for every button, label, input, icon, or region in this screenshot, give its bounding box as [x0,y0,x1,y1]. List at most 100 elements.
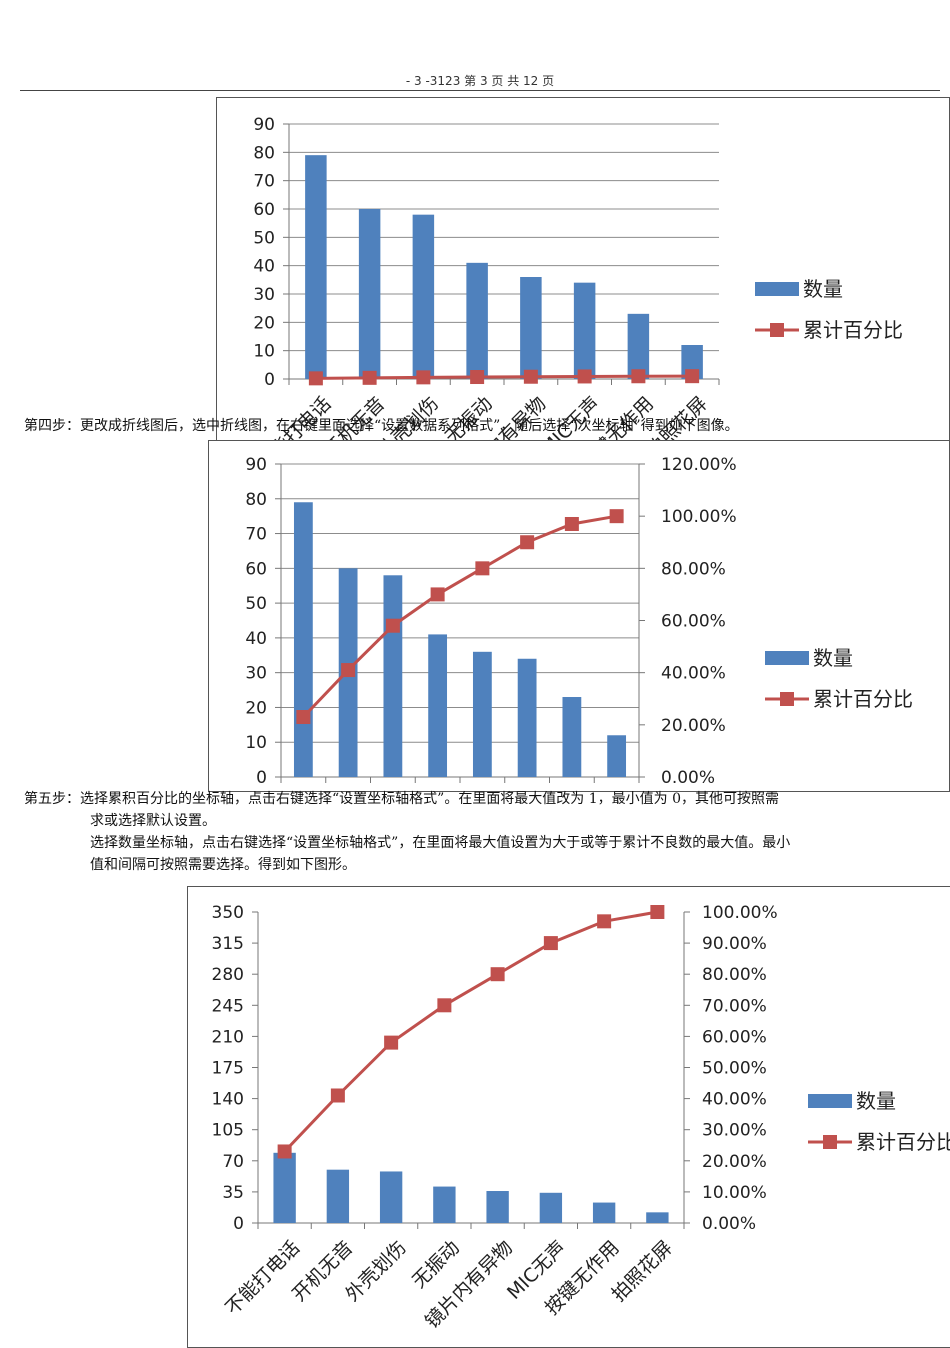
chart-1-line-marker [470,370,484,384]
chart-1-line-marker [524,370,538,384]
page-header: - 3 -3123 第 3 页 共 12 页 [20,72,940,91]
chart-2-line-marker [431,587,445,601]
chart-3-bar [433,1187,455,1223]
step-5-line-3: 选择数量坐标轴，点击右键选择“设置坐标轴格式”，在里面将最大值设置为大于或等于累… [24,832,944,854]
chart-2-y-tick-label: 50 [245,594,267,614]
chart-1-y-tick-label: 60 [253,200,275,220]
chart-3-line-marker [650,905,664,919]
chart-3-line-marker [491,967,505,981]
chart-1-line-marker [578,369,592,383]
chart-1-y-tick-label: 0 [264,370,275,390]
chart-2-y2-tick-label: 60.00% [661,612,726,632]
chart-1-bar [305,155,327,379]
chart-3-y-tick-label: 350 [212,903,244,923]
chart-3-y2-tick-label: 0.00% [702,1214,756,1234]
chart-2-bar [607,735,626,777]
chart-2-bar [518,659,537,777]
chart-2-y-tick-label: 80 [245,490,267,510]
chart-1-line-marker [685,369,699,383]
chart-3-y2-tick-label: 20.00% [702,1152,767,1172]
chart-3-y2-tick-label: 70.00% [702,996,767,1016]
chart-1-svg: 0102030405060708090不能打电话开机无音外壳划伤无振动镜片内有异… [217,98,949,448]
chart-2-line-marker [610,509,624,523]
chart-1-bar [574,283,596,379]
chart-2-y-tick-label: 90 [245,455,267,475]
chart-2-line-marker [386,619,400,633]
chart-2-y2-tick-label: 0.00% [661,768,715,788]
chart-3-legend-swatch-bar [808,1094,852,1108]
chart-2-line-marker [475,561,489,575]
chart-1-bar [466,263,488,379]
chart-2-y-tick-label: 60 [245,559,267,579]
chart-1-line-marker [309,371,323,385]
chart-3-y2-tick-label: 60.00% [702,1027,767,1047]
chart-3-category-label: 不能打电话 [221,1237,304,1320]
chart-3-y-tick-label: 245 [212,996,244,1016]
chart-1-y-tick-label: 30 [253,285,275,305]
chart-2-bar [562,697,581,777]
chart-1-y-tick-label: 70 [253,172,275,192]
chart-2-bar [383,575,402,777]
chart-2-y2-tick-label: 20.00% [661,716,726,736]
chart-1-legend-label-bar: 数量 [803,277,843,301]
chart-2-y-tick-label: 20 [245,698,267,718]
chart-3-y2-tick-label: 80.00% [702,965,767,985]
chart-3-bar [327,1170,349,1223]
chart-3-line-marker [597,914,611,928]
chart-2-y-tick-label: 30 [245,664,267,684]
chart-1-line-marker [416,370,430,384]
chart-3-y-tick-label: 35 [222,1183,244,1203]
chart-3-y2-tick-label: 90.00% [702,934,767,954]
chart-2-y2-tick-label: 80.00% [661,559,726,579]
step-4-text: 第四步：更改成折线图后，选中折线图，在右键里面选择“设置数据系列格式”，随后选择… [24,415,944,437]
chart-3-bar [646,1212,668,1223]
chart-2-y-tick-label: 40 [245,629,267,649]
chart-3-y-tick-label: 210 [212,1027,244,1047]
chart-1-bar [413,215,435,379]
chart-3-y2-tick-label: 10.00% [702,1183,767,1203]
chart-3-line-marker [437,998,451,1012]
chart-3-legend-label-bar: 数量 [856,1089,896,1113]
chart-3-y-tick-label: 105 [212,1121,244,1141]
chart-2-line-marker [341,663,355,677]
chart-2-bar [428,634,447,777]
chart-3-line-marker [331,1088,345,1102]
chart-2-line-marker [296,710,310,724]
step-5-line-4: 值和间隔可按照需要选择。得到如下图形。 [24,854,944,876]
step-5-text: 第五步：选择累积百分比的坐标轴，点击右键选择“设置坐标轴格式”。在里面将最大值改… [24,788,944,876]
chart-3-legend-label-line: 累计百分比 [856,1130,950,1154]
chart-1-y-tick-label: 40 [253,257,275,277]
chart-3-svg: 035701051401752102452803153500.00%10.00%… [188,887,950,1347]
chart-3-line-marker [544,936,558,950]
chart-2-legend-label-bar: 数量 [813,646,853,670]
chart-2-y-tick-label: 10 [245,733,267,753]
chart-3-y-tick-label: 280 [212,965,244,985]
chart-3-bar [540,1193,562,1223]
chart-1-legend-swatch-marker [770,323,784,337]
chart-2-svg: 01020304050607080900.00%20.00%40.00%60.0… [209,441,949,791]
chart-2-legend-label-line: 累计百分比 [813,687,913,711]
chart-2-y-tick-label: 0 [256,768,267,788]
chart-1-legend-swatch-bar [755,282,799,296]
chart-2-bar [473,652,492,777]
chart-3-bar [593,1203,615,1223]
chart-1-line-marker [363,371,377,385]
chart-3-y2-tick-label: 40.00% [702,1090,767,1110]
chart-3-y-tick-label: 140 [212,1090,244,1110]
chart-2-line-marker [565,517,579,531]
chart-3-y2-tick-label: 30.00% [702,1121,767,1141]
chart-3-line-marker [278,1144,292,1158]
chart-3-line-marker [384,1036,398,1050]
chart-2-y2-tick-label: 120.00% [661,455,737,475]
chart-3-y-tick-label: 315 [212,934,244,954]
chart-2-line-marker [520,535,534,549]
chart-1-y-tick-label: 80 [253,143,275,163]
chart-2-y2-tick-label: 100.00% [661,507,737,527]
chart-3-y-tick-label: 175 [212,1059,244,1079]
chart-2-bar [294,502,313,777]
chart-3-bar [486,1191,508,1223]
chart-2-legend-swatch-bar [765,651,809,665]
chart-3-y-tick-label: 70 [222,1152,244,1172]
